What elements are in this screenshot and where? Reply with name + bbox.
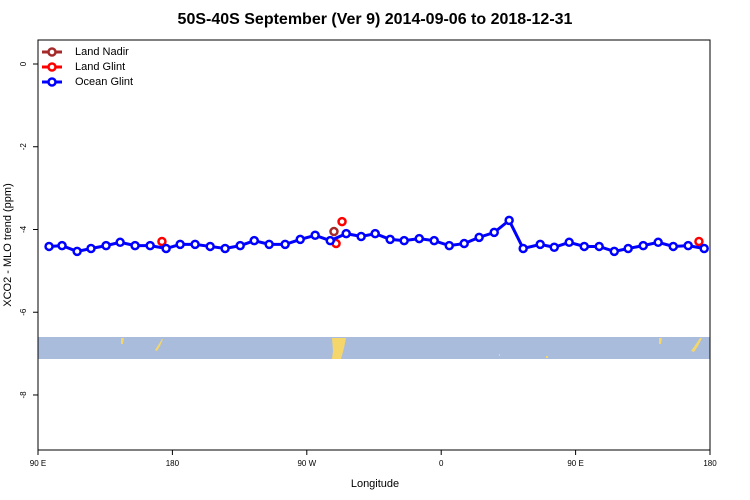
x-tick-label: 180 [703, 459, 717, 468]
point [115, 237, 125, 248]
point [72, 246, 82, 257]
x-tick-label: 0 [439, 459, 444, 468]
x-tick-label: 90 W [297, 459, 316, 468]
point [399, 235, 409, 246]
point [594, 241, 604, 252]
y-tick-label: -2 [19, 143, 28, 151]
point [356, 231, 366, 242]
legend-label: Ocean Glint [75, 76, 133, 88]
point [157, 236, 167, 247]
point [44, 241, 54, 252]
y-tick-label: -4 [19, 225, 28, 233]
point [474, 232, 484, 243]
point [668, 241, 679, 252]
point [295, 234, 305, 245]
y-axis-label: XCO2 - MLO trend (ppm) [2, 183, 14, 306]
point [444, 240, 455, 251]
point [504, 215, 514, 226]
y-tick-label: -6 [19, 308, 28, 316]
x-axis-label: Longitude [351, 478, 399, 490]
legend-label: Land Nadir [75, 46, 129, 58]
point [638, 240, 648, 251]
point [518, 243, 528, 254]
point [459, 238, 469, 249]
point [145, 240, 155, 251]
legend-marker [47, 47, 57, 57]
point [341, 228, 351, 239]
point [429, 235, 439, 246]
ocean-band [38, 337, 710, 359]
point [337, 216, 347, 227]
map-strip [38, 337, 710, 359]
point [609, 246, 620, 257]
point [249, 235, 259, 246]
point [694, 236, 704, 247]
plot-frame [37, 39, 711, 451]
point [653, 237, 663, 248]
chart-title: 50S-40S September (Ver 9) 2014-09-06 to … [178, 11, 573, 28]
point [280, 239, 290, 250]
x-tick-label: 180 [166, 459, 180, 468]
point [130, 240, 140, 251]
point [161, 243, 171, 254]
point [310, 230, 320, 241]
point [175, 239, 185, 250]
point [190, 239, 200, 250]
point [489, 227, 499, 238]
legend-label: Land Glint [75, 61, 125, 73]
y-tick-label: -8 [19, 391, 28, 399]
point [235, 240, 245, 251]
point [414, 233, 424, 244]
point [329, 226, 339, 237]
point [325, 235, 335, 246]
point [385, 234, 395, 245]
x-tick-label: 90 E [30, 459, 46, 468]
point [57, 240, 67, 251]
legend-marker [47, 62, 57, 72]
point [86, 243, 96, 254]
legend-marker [47, 77, 57, 87]
x-tick-label: 90 E [567, 459, 583, 468]
point [205, 241, 215, 252]
point [699, 243, 709, 254]
point [370, 228, 380, 239]
point [220, 243, 230, 254]
y-tick-label: 0 [19, 61, 28, 66]
point [535, 239, 545, 250]
point [264, 239, 274, 250]
point [579, 241, 590, 252]
point [683, 240, 693, 251]
point [101, 240, 111, 251]
point [549, 242, 559, 253]
point [564, 237, 574, 248]
point [623, 243, 633, 254]
